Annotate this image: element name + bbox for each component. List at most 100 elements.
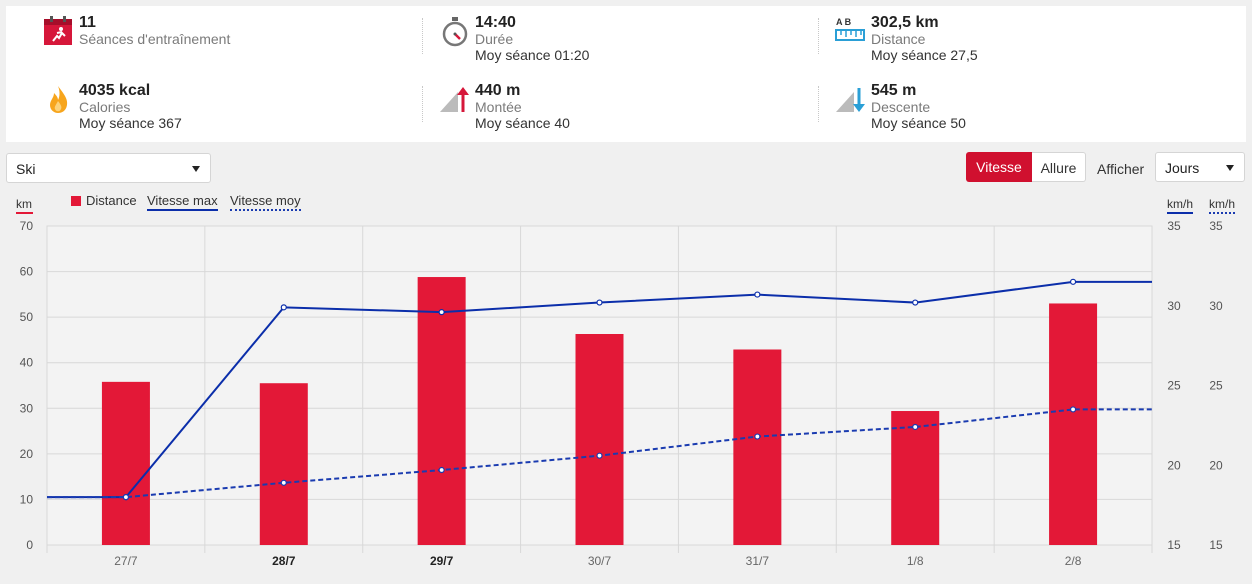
x-tick-label: 28/7 bbox=[272, 554, 296, 568]
speed-toggle[interactable]: Vitesse bbox=[966, 152, 1032, 182]
vavg-point bbox=[280, 479, 287, 486]
distance-bar bbox=[733, 349, 782, 545]
chevron-down-icon bbox=[192, 166, 200, 172]
ascent-icon bbox=[440, 87, 469, 112]
calories-value: 4035 kcal bbox=[79, 82, 151, 99]
legend-vavg-line bbox=[230, 209, 301, 211]
legend-vavg-text: Vitesse moy bbox=[230, 193, 301, 208]
stat-distance: A B 302,5 km Distance Moy séance 27,5 bbox=[834, 6, 1194, 63]
vmax-point bbox=[754, 291, 761, 298]
y-tick-label-right-vmax: 30 bbox=[1167, 299, 1181, 313]
x-tick-label: 30/7 bbox=[588, 554, 612, 568]
ruler-ab-icon: A B bbox=[835, 17, 865, 41]
vavg-line bbox=[47, 408, 1152, 499]
x-tick-label: 1/8 bbox=[907, 554, 924, 568]
y-tick-label-left: 30 bbox=[20, 401, 34, 415]
duration-label: Durée bbox=[475, 31, 514, 47]
y-tick-label-right-vmax: 15 bbox=[1167, 538, 1181, 552]
vmax-point bbox=[438, 309, 445, 316]
pace-toggle[interactable]: Allure bbox=[1032, 152, 1086, 182]
distance-bar bbox=[1049, 303, 1098, 545]
y-tick-label-right-vmax: 25 bbox=[1167, 379, 1181, 393]
divider bbox=[422, 86, 423, 122]
vmax-point bbox=[1069, 278, 1077, 285]
vmax-line bbox=[47, 280, 1152, 499]
right-axis-unit-vmax: km/h bbox=[1167, 197, 1194, 214]
stat-calories: 4035 kcal Calories Moy séance 367 bbox=[42, 74, 402, 131]
summary-panel: 11 Séances d'entraînement 14:40 Durée Mo… bbox=[6, 6, 1246, 142]
vavg-point bbox=[122, 494, 130, 501]
distance-bar bbox=[101, 381, 150, 545]
y-tick-label-right-vmax: 20 bbox=[1167, 458, 1181, 472]
vmax-point bbox=[912, 299, 919, 306]
divider bbox=[422, 18, 423, 54]
sport-select-value: Ski bbox=[16, 161, 36, 177]
ascent-average: Moy séance 40 bbox=[475, 115, 570, 131]
duration-average: Moy séance 01:20 bbox=[475, 47, 590, 63]
y-tick-label-right-vavg: 35 bbox=[1209, 219, 1223, 233]
legend-vmax-line bbox=[147, 209, 218, 211]
legend-vavg[interactable]: Vitesse moy bbox=[230, 193, 301, 211]
distance-average: Moy séance 27,5 bbox=[871, 47, 978, 63]
vavg-point bbox=[438, 466, 445, 474]
ruler-letters: A B bbox=[836, 17, 852, 27]
calories-average: Moy séance 367 bbox=[79, 115, 182, 131]
y-tick-label-left: 70 bbox=[20, 219, 34, 233]
sessions-value: 11 bbox=[79, 14, 96, 31]
right-unit-vmax-underline bbox=[1167, 212, 1194, 214]
x-tick-label: 31/7 bbox=[746, 554, 770, 568]
y-tick-label-right-vavg: 15 bbox=[1209, 538, 1223, 552]
vavg-point bbox=[912, 423, 919, 431]
sport-select[interactable]: Ski bbox=[6, 153, 211, 183]
x-tick-label: 2/8 bbox=[1065, 554, 1082, 568]
stopwatch-icon bbox=[442, 17, 468, 47]
divider bbox=[818, 18, 819, 54]
calories-label: Calories bbox=[79, 99, 131, 115]
right-axis-unit-vavg-text: km/h bbox=[1209, 197, 1236, 211]
vavg-point bbox=[1069, 406, 1077, 413]
sessions-label: Séances d'entraînement bbox=[79, 31, 231, 47]
ascent-label: Montée bbox=[475, 99, 522, 115]
y-tick-label-right-vavg: 25 bbox=[1209, 379, 1223, 393]
ascent-value: 440 m bbox=[475, 82, 521, 99]
legend-distance-swatch bbox=[71, 196, 81, 206]
stat-duration: 14:40 Durée Moy séance 01:20 bbox=[438, 6, 798, 63]
y-tick-label-left: 0 bbox=[26, 538, 33, 552]
descent-label: Descente bbox=[871, 99, 931, 115]
flame-icon bbox=[50, 86, 68, 113]
distance-bar bbox=[575, 334, 624, 545]
show-label: Afficher bbox=[1097, 161, 1145, 177]
stat-ascent: 440 m Montée Moy séance 40 bbox=[438, 74, 798, 131]
y-tick-label-left: 10 bbox=[20, 492, 34, 506]
y-tick-label-left: 40 bbox=[20, 356, 34, 370]
stat-sessions: 11 Séances d'entraînement bbox=[42, 6, 402, 58]
right-axis-unit-vmax-text: km/h bbox=[1167, 197, 1194, 211]
legend-distance[interactable]: Distance bbox=[86, 193, 137, 208]
distance-bar bbox=[259, 383, 308, 545]
period-select-value: Jours bbox=[1165, 160, 1200, 176]
distance-label: Distance bbox=[871, 31, 926, 47]
vmax-point bbox=[122, 494, 130, 501]
right-unit-vavg-underline bbox=[1209, 212, 1236, 214]
legend-vmax-text: Vitesse max bbox=[147, 193, 218, 208]
legend-vmax[interactable]: Vitesse max bbox=[147, 193, 218, 211]
stat-descent: 545 m Descente Moy séance 50 bbox=[834, 74, 1194, 131]
descent-icon bbox=[836, 88, 865, 112]
duration-value: 14:40 bbox=[475, 14, 516, 31]
descent-value: 545 m bbox=[871, 82, 917, 99]
distance-bar bbox=[417, 277, 466, 545]
y-tick-label-right-vavg: 30 bbox=[1209, 299, 1223, 313]
y-tick-label-right-vavg: 20 bbox=[1209, 458, 1223, 472]
period-select[interactable]: Jours bbox=[1155, 152, 1245, 182]
y-tick-label-left: 60 bbox=[20, 265, 34, 279]
vmax-point bbox=[596, 299, 603, 306]
left-axis-unit: km bbox=[16, 197, 33, 214]
plot-area bbox=[46, 225, 1153, 546]
calendar-run-icon bbox=[44, 16, 72, 45]
distance-bar bbox=[891, 411, 940, 545]
right-axis-unit-vavg: km/h bbox=[1209, 197, 1236, 214]
distance-value: 302,5 km bbox=[871, 14, 939, 31]
vmax-point bbox=[280, 304, 287, 311]
descent-average: Moy séance 50 bbox=[871, 115, 966, 131]
x-tick-label: 29/7 bbox=[430, 554, 454, 568]
